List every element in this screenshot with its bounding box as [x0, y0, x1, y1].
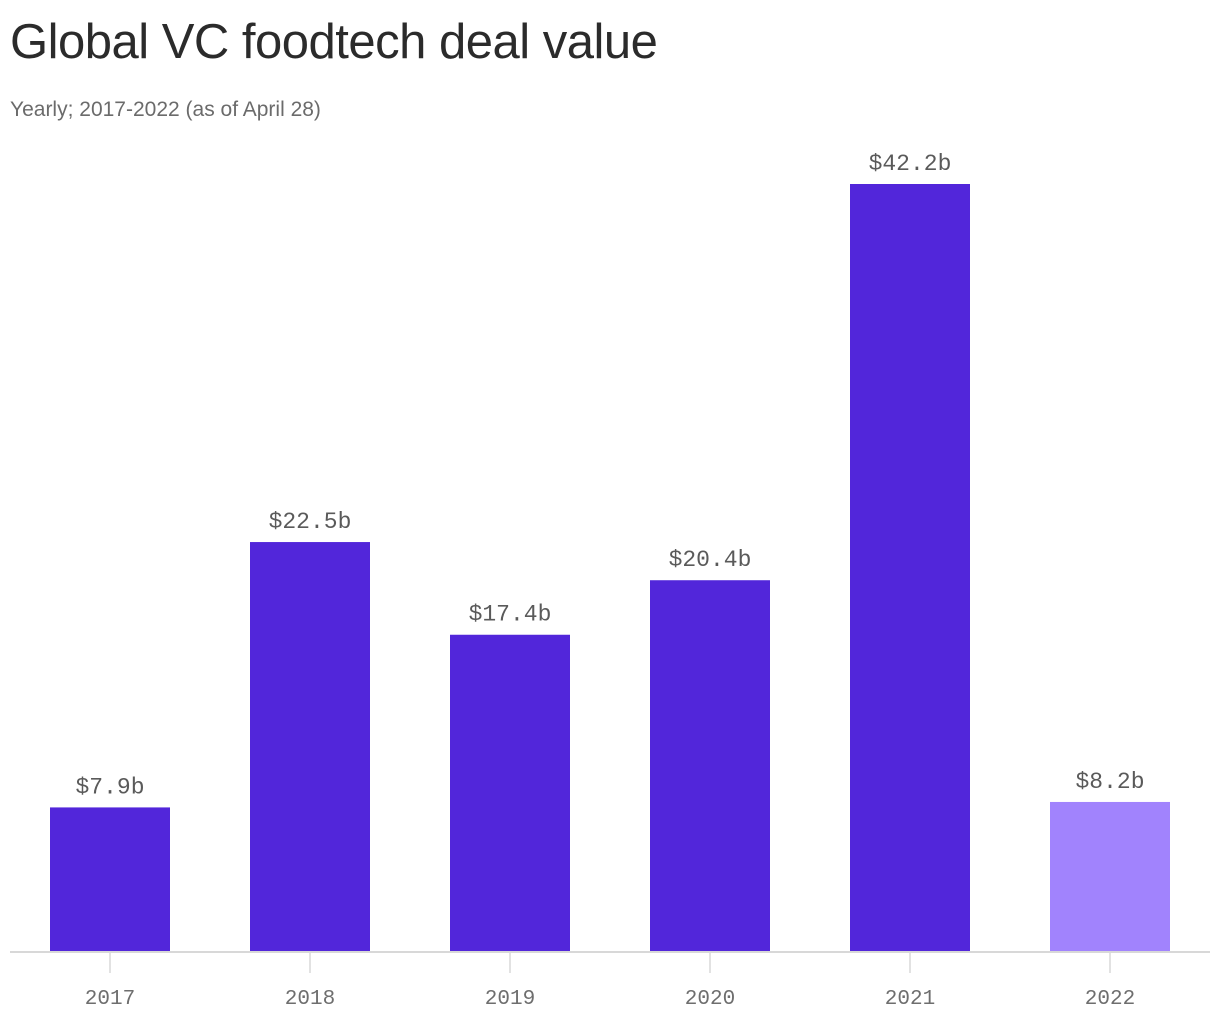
x-tick-label-2018: 2018 — [285, 988, 335, 1011]
value-label-2022: $8.2b — [1075, 769, 1144, 795]
x-tick-label-2017: 2017 — [85, 988, 135, 1011]
bar-2019 — [450, 634, 570, 951]
x-axis-ticks-layer: 2017 2018 2019 2020 2021 2022 — [85, 953, 1135, 1011]
bars-layer — [50, 184, 1170, 951]
value-label-2020: $20.4b — [669, 547, 752, 573]
value-label-2017: $7.9b — [75, 774, 144, 800]
chart-title: Global VC foodtech deal value — [10, 15, 658, 69]
bar-2017 — [50, 807, 170, 951]
bar-2021 — [850, 184, 970, 951]
bar-2020 — [650, 580, 770, 951]
bar-2022 — [1050, 801, 1170, 951]
chart-subtitle: Yearly; 2017-2022 (as of April 28) — [10, 98, 321, 121]
value-labels-layer: $7.9b $22.5b $17.4b $20.4b $42.2b $8.2b — [75, 151, 1144, 800]
value-label-2019: $17.4b — [469, 602, 552, 628]
bar-2018 — [250, 542, 370, 951]
value-label-2021: $42.2b — [869, 151, 952, 177]
x-tick-label-2020: 2020 — [685, 988, 735, 1011]
value-label-2018: $22.5b — [269, 509, 352, 535]
x-tick-label-2022: 2022 — [1085, 988, 1135, 1011]
x-tick-label-2021: 2021 — [885, 988, 935, 1011]
x-tick-label-2019: 2019 — [485, 988, 535, 1011]
